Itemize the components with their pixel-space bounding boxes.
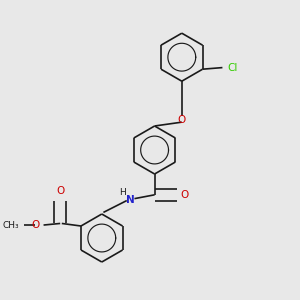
Text: N: N xyxy=(126,195,135,205)
Text: Cl: Cl xyxy=(227,63,238,73)
Text: O: O xyxy=(178,115,186,124)
Text: O: O xyxy=(181,190,189,200)
Text: CH₃: CH₃ xyxy=(2,220,19,230)
Text: O: O xyxy=(56,186,64,196)
Text: O: O xyxy=(31,220,39,230)
Text: H: H xyxy=(119,188,126,197)
